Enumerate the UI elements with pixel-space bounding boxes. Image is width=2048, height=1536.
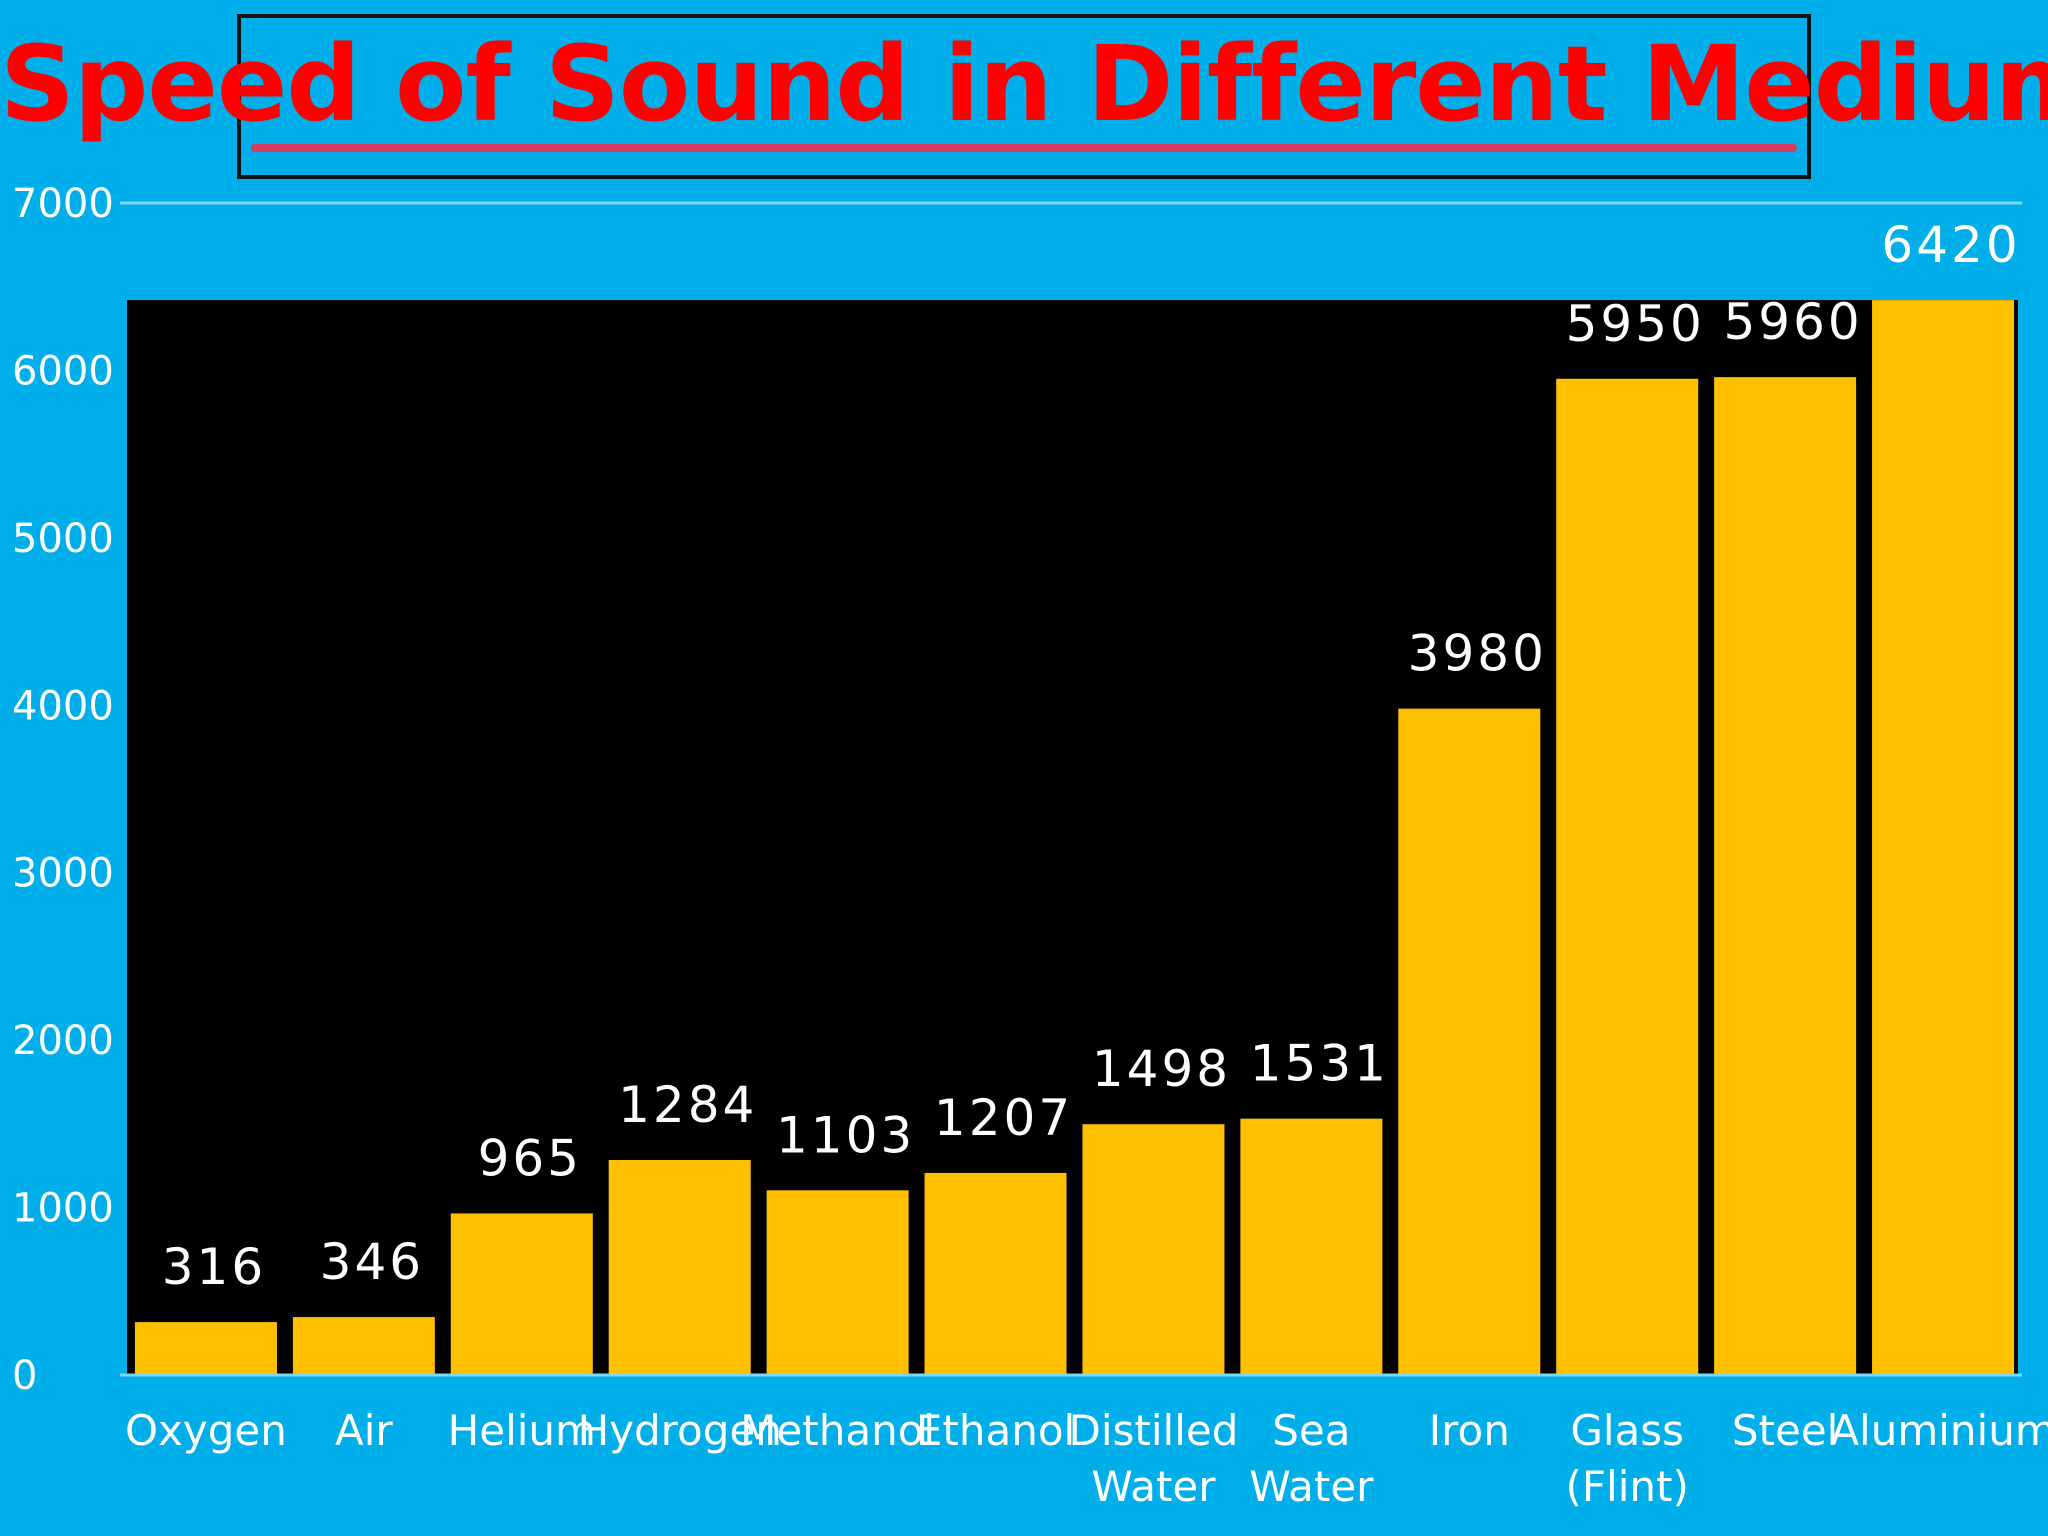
bar xyxy=(134,1322,277,1375)
data-label: 1531 xyxy=(1250,1035,1389,1093)
x-tick-label: Hydrogen xyxy=(578,1406,782,1455)
y-tick-label: 2000 xyxy=(12,1018,114,1064)
y-tick-label: 0 xyxy=(12,1353,37,1399)
data-label: 965 xyxy=(478,1129,582,1187)
x-tick-label: Ethanol xyxy=(916,1406,1075,1455)
bar xyxy=(1556,378,1699,1375)
data-label: 346 xyxy=(320,1233,424,1291)
plot-area xyxy=(127,300,2018,1375)
x-tick-label: Glass (Flint) xyxy=(1566,1406,1689,1511)
title-underline xyxy=(251,144,1797,152)
x-tick-label: Distilled Water xyxy=(1069,1406,1239,1511)
data-label: 3980 xyxy=(1408,625,1547,683)
data-label: 1498 xyxy=(1092,1040,1231,1098)
bar xyxy=(608,1160,751,1375)
x-tick-label: Methanol xyxy=(740,1406,935,1455)
data-label: 1284 xyxy=(618,1076,757,1134)
data-label: 1103 xyxy=(776,1106,915,1164)
x-tick-label: Aluminium xyxy=(1830,1406,2048,1455)
x-tick-label: Oxygen xyxy=(125,1406,287,1455)
data-label: 316 xyxy=(162,1238,266,1296)
data-label: 1207 xyxy=(934,1089,1073,1147)
bar xyxy=(1082,1124,1225,1375)
bar xyxy=(292,1317,435,1375)
bar xyxy=(1714,377,1857,1375)
y-tick-label: 6000 xyxy=(12,348,114,394)
x-tick-label: Iron xyxy=(1429,1406,1510,1455)
data-label: 5950 xyxy=(1566,295,1705,353)
bar xyxy=(1240,1118,1383,1375)
x-tick-label: Sea Water xyxy=(1249,1406,1374,1511)
x-tick-label: Steel xyxy=(1732,1406,1838,1455)
title-frame xyxy=(237,14,1811,179)
bar xyxy=(766,1190,909,1375)
data-label: 5960 xyxy=(1724,293,1863,351)
bar xyxy=(1398,708,1541,1375)
y-tick-label: 3000 xyxy=(12,851,114,897)
x-tick-label: Air xyxy=(335,1406,393,1455)
bar xyxy=(924,1172,1067,1375)
y-tick-label: 5000 xyxy=(12,516,114,562)
bar xyxy=(1872,300,2015,1375)
y-tick-label: 7000 xyxy=(12,181,114,227)
bar xyxy=(450,1213,593,1375)
chart-title: Speed of Sound in Different Medium xyxy=(0,23,2048,145)
y-tick-label: 1000 xyxy=(12,1186,114,1232)
x-tick-label: Helium xyxy=(448,1406,596,1455)
data-label: 6420 xyxy=(1881,216,2020,274)
y-tick-label: 4000 xyxy=(12,683,114,729)
